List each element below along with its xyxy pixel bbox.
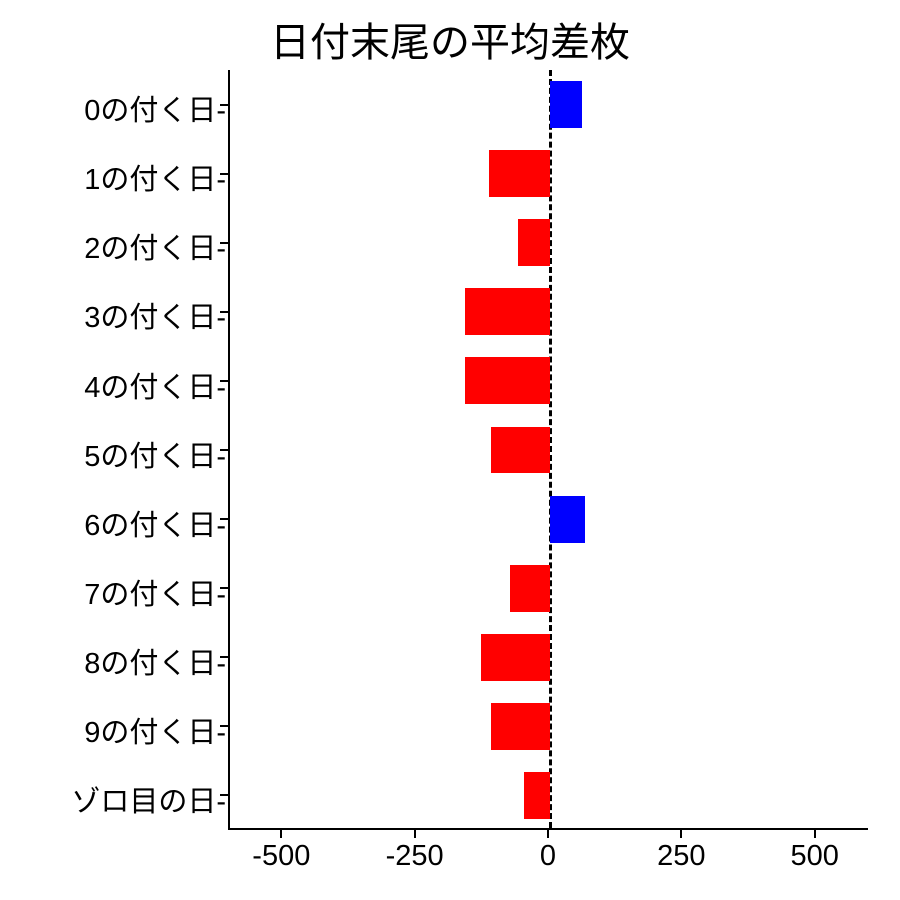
x-tick-label: 0 xyxy=(540,840,556,873)
y-tick-label: 4の付く日- xyxy=(84,364,226,406)
bar xyxy=(524,772,550,819)
bar xyxy=(491,427,550,474)
bar xyxy=(481,634,550,681)
plot-area xyxy=(228,70,868,830)
bar xyxy=(491,703,550,750)
x-tick-mark xyxy=(547,830,549,838)
y-tick-mark xyxy=(220,380,228,382)
y-tick-label: 6の付く日- xyxy=(84,502,226,544)
y-tick-label: 5の付く日- xyxy=(84,433,226,475)
y-tick-label: 2の付く日- xyxy=(84,225,226,267)
y-tick-label: 3の付く日- xyxy=(84,294,226,336)
y-tick-mark xyxy=(220,518,228,520)
x-tick-label: -250 xyxy=(386,840,444,873)
bar xyxy=(489,150,550,197)
bar xyxy=(510,565,550,612)
x-tick-label: 500 xyxy=(790,840,838,873)
y-tick-label: 1の付く日- xyxy=(84,156,226,198)
y-tick-mark xyxy=(220,794,228,796)
y-tick-label: 9の付く日- xyxy=(84,709,226,751)
y-tick-mark xyxy=(220,656,228,658)
x-tick-mark xyxy=(280,830,282,838)
bar xyxy=(465,288,550,335)
y-tick-mark xyxy=(220,587,228,589)
y-tick-label: 8の付く日- xyxy=(84,640,226,682)
y-tick-mark xyxy=(220,725,228,727)
y-tick-label: 0の付く日- xyxy=(84,87,226,129)
x-tick-mark xyxy=(814,830,816,838)
x-tick-mark xyxy=(414,830,416,838)
y-tick-label: 7の付く日- xyxy=(84,571,226,613)
bar xyxy=(550,496,585,543)
y-tick-mark xyxy=(220,242,228,244)
y-tick-mark xyxy=(220,449,228,451)
x-tick-mark xyxy=(680,830,682,838)
x-tick-label: -500 xyxy=(252,840,310,873)
bar xyxy=(465,357,550,404)
chart-title: 日付末尾の平均差枚 xyxy=(0,10,900,68)
x-tick-label: 250 xyxy=(657,840,705,873)
y-tick-mark xyxy=(220,311,228,313)
bar xyxy=(550,81,582,128)
chart-container: 日付末尾の平均差枚 0の付く日- 1の付く日- 2の付く日- 3の付く日- 4の付く日-… xyxy=(0,0,900,900)
y-tick-mark xyxy=(220,104,228,106)
bar xyxy=(518,219,550,266)
y-tick-label: ゾロ目の日- xyxy=(71,778,226,820)
y-tick-mark xyxy=(220,173,228,175)
